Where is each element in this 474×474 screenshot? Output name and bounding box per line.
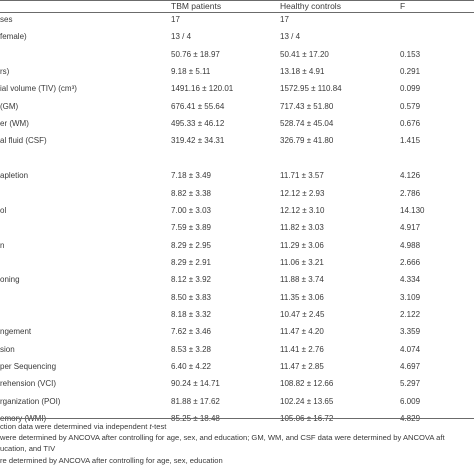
table-cell-label: er (WM)	[0, 119, 29, 129]
table-cell-f: 4.074	[400, 344, 421, 354]
table-cell-f: 4.334	[400, 275, 421, 285]
table-cell-tbm: 90.24 ± 14.71	[171, 379, 220, 389]
footnote-text: were determined by ANCOVA after controll…	[0, 433, 445, 443]
table-cell-hc: 11.29 ± 3.06	[280, 240, 324, 250]
table-cell-tbm: 495.33 ± 46.12	[171, 119, 225, 129]
table-cell-label: apletion	[0, 171, 29, 181]
column-header-tbm: TBM patients	[171, 1, 222, 11]
table-cell-hc: 11.47 ± 2.85	[280, 362, 324, 371]
table-cell-f: 4.126	[400, 171, 421, 181]
table-cell-f: 0.099	[400, 84, 421, 94]
table-cell-label: al fluid (CSF)	[0, 136, 47, 146]
table-cell-tbm: 9.18 ± 5.11	[171, 67, 211, 77]
table-cell-tbm: 8.50 ± 3.83	[171, 292, 211, 302]
table-cell-tbm: 7.00 ± 3.03	[171, 205, 211, 215]
table-cell-hc: 11.35 ± 3.06	[280, 292, 324, 302]
table-cell-hc: 528.74 ± 45.04	[280, 119, 334, 129]
table-cell-tbm: 7.18 ± 3.49	[171, 171, 211, 181]
table-cell-tbm: 6.40 ± 4.22	[171, 362, 211, 371]
table-cell-label: oning	[0, 275, 20, 285]
table-cell-label: female)	[0, 32, 27, 42]
table-cell-tbm: 8.29 ± 2.91	[171, 257, 211, 267]
table-cell-tbm: 676.41 ± 55.64	[171, 101, 225, 111]
table-cell-tbm: 8.53 ± 3.28	[171, 344, 211, 354]
table-cell-f: 2.666	[400, 257, 421, 267]
table-cell-hc: 1572.95 ± 110.84	[280, 84, 342, 94]
footnote-line: ction data were determined via independe…	[0, 421, 474, 432]
footnote-tail: -test	[151, 422, 167, 431]
table-cell-label: sion	[0, 344, 15, 354]
table-cell-tbm: 8.29 ± 2.95	[171, 240, 211, 250]
footnote-text: ucation, and TIV	[0, 444, 56, 454]
header-rule	[0, 12, 474, 13]
table-cell-label: (GM)	[0, 101, 19, 111]
table-bottom-rule	[0, 418, 474, 419]
table-cell-hc: 50.41 ± 17.20	[280, 49, 329, 59]
table-cell-hc: 13 / 4	[280, 32, 301, 42]
table-footnotes: ction data were determined via independe…	[0, 421, 474, 466]
footnote-italic: t	[149, 422, 152, 431]
table-cell-tbm: 17	[171, 15, 180, 24]
table-cell-tbm: 1491.16 ± 120.01	[171, 84, 234, 94]
table-cell-f: 0.153	[400, 49, 421, 59]
table-cell-hc: 11.47 ± 4.20	[280, 327, 324, 337]
table-cell-f: 4.917	[400, 223, 421, 233]
table-cell-hc: 11.41 ± 2.76	[280, 344, 324, 354]
table-cell-f: 0.291	[400, 67, 421, 77]
footnote-text: ction data were determined via independe…	[0, 422, 150, 431]
table-cell-tbm: 319.42 ± 34.31	[171, 136, 225, 146]
table-cell-tbm: 7.62 ± 3.46	[171, 327, 211, 337]
table-cell-label: ol	[0, 205, 7, 215]
table-cell-tbm: 50.76 ± 18.97	[171, 49, 220, 59]
table-cell-f: 0.579	[400, 101, 421, 111]
table-cell-label: rganization (POI)	[0, 396, 61, 406]
footnote-line: re determined by ANCOVA after controllin…	[0, 455, 474, 466]
footnote-text: re determined by ANCOVA after controllin…	[0, 455, 223, 465]
table-cell-f: 3.109	[400, 292, 421, 302]
table-cell-f: 2.122	[400, 309, 421, 319]
table-cell-f: 0.676	[400, 119, 421, 129]
table-cell-hc: 11.82 ± 3.03	[280, 223, 324, 233]
table-cell-hc: 12.12 ± 3.10	[280, 205, 325, 215]
table-cell-hc: 13.18 ± 4.91	[280, 67, 325, 77]
table-cell-hc: 12.12 ± 2.93	[280, 188, 325, 198]
table-cell-tbm: 8.82 ± 3.38	[171, 188, 211, 198]
table-cell-hc: 717.43 ± 51.80	[280, 101, 334, 111]
table-cell-hc: 11.06 ± 3.21	[280, 257, 324, 267]
table-cell-f: 6.009	[400, 396, 421, 406]
footnote-line: ucation, and TIV	[0, 443, 474, 454]
table-cell-hc: 108.82 ± 12.66	[280, 379, 334, 389]
table-cell-f: 4.697	[400, 362, 421, 371]
footnote-line: were determined by ANCOVA after controll…	[0, 432, 474, 443]
table-cell-label: ial volume (TIV) (cm³)	[0, 84, 77, 94]
table-cell-label: n	[0, 240, 5, 250]
table-cell-label: per Sequencing	[0, 362, 57, 371]
table-cell-f: 3.359	[400, 327, 421, 337]
table-cell-f: 5.297	[400, 379, 421, 389]
table-cell-hc: 11.88 ± 3.74	[280, 275, 324, 285]
table-cell-tbm: 81.88 ± 17.62	[171, 396, 220, 406]
table-cell-tbm: 8.12 ± 3.92	[171, 275, 211, 285]
table-cell-hc: 17	[280, 15, 289, 24]
table-cell-hc: 11.71 ± 3.57	[280, 171, 324, 181]
table-cell-tbm: 7.59 ± 3.89	[171, 223, 211, 233]
table-cell-label: ses	[0, 15, 13, 24]
table-cell-f: 4.988	[400, 240, 421, 250]
table-cell-label: rehension (VCI)	[0, 379, 57, 389]
table-top-rule	[0, 0, 474, 1]
table-cell-label: ngement	[0, 327, 32, 337]
table-cell-hc: 326.79 ± 41.80	[280, 136, 334, 146]
table-cell-hc: 10.47 ± 2.45	[280, 309, 325, 319]
column-header-f: F	[400, 1, 406, 11]
table-cell-tbm: 13 / 4	[171, 32, 192, 42]
table-cell-label: rs)	[0, 67, 10, 77]
table-cell-f: 14.130	[400, 205, 425, 215]
table-cell-f: 2.786	[400, 188, 421, 198]
table-cell-hc: 102.24 ± 13.65	[280, 396, 334, 406]
table-cell-f: 1.415	[400, 136, 421, 146]
table-cell-tbm: 8.18 ± 3.32	[171, 309, 211, 319]
column-header-hc: Healthy controls	[280, 1, 341, 11]
